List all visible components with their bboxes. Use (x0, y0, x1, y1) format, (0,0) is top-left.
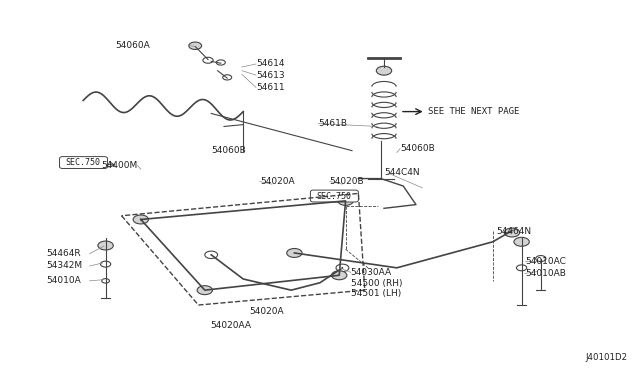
Circle shape (197, 286, 212, 295)
Text: 54464N: 54464N (496, 227, 531, 236)
Circle shape (332, 271, 347, 280)
Circle shape (514, 237, 529, 246)
Circle shape (287, 248, 302, 257)
Text: 54020A: 54020A (250, 307, 284, 316)
Circle shape (376, 66, 392, 75)
Text: 54010AB: 54010AB (525, 269, 566, 278)
Text: 5461B: 5461B (318, 119, 347, 128)
Text: 54611: 54611 (256, 83, 285, 92)
FancyBboxPatch shape (60, 157, 108, 169)
Circle shape (189, 42, 202, 49)
Text: 54614: 54614 (256, 60, 285, 68)
Text: 54464R: 54464R (46, 249, 81, 258)
Circle shape (338, 196, 353, 205)
Text: 54060B: 54060B (211, 146, 246, 155)
Text: SEC.750: SEC.750 (66, 158, 100, 167)
Text: 54500 (RH): 54500 (RH) (351, 279, 402, 288)
Circle shape (133, 215, 148, 224)
Text: 54400M: 54400M (101, 161, 138, 170)
Circle shape (98, 241, 113, 250)
FancyBboxPatch shape (310, 190, 358, 202)
Text: 54020AA: 54020AA (210, 321, 251, 330)
Text: 54342M: 54342M (46, 262, 82, 270)
Text: 54501 (LH): 54501 (LH) (351, 289, 401, 298)
Text: SEC.750: SEC.750 (317, 192, 351, 201)
Text: 54020B: 54020B (330, 177, 364, 186)
Text: 54060A: 54060A (116, 41, 150, 50)
Text: 54060B: 54060B (400, 144, 435, 153)
Text: 54010A: 54010A (46, 276, 81, 285)
Text: SEE THE NEXT PAGE: SEE THE NEXT PAGE (428, 107, 519, 116)
Text: 544C4N: 544C4N (384, 169, 420, 177)
Text: 54030AA: 54030AA (351, 268, 392, 277)
Text: J40101D2: J40101D2 (585, 353, 627, 362)
Text: 54613: 54613 (256, 71, 285, 80)
Circle shape (504, 228, 520, 237)
Text: 54020A: 54020A (260, 177, 294, 186)
Text: 54010AC: 54010AC (525, 257, 566, 266)
